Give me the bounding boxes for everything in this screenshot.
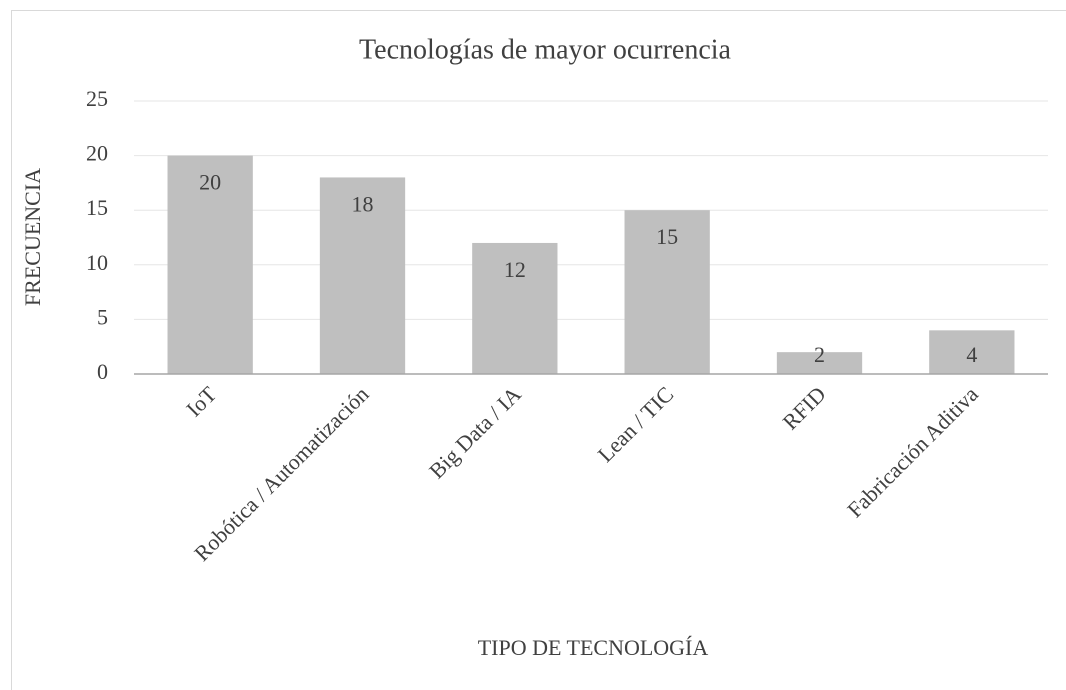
data-label: 18: [352, 191, 374, 216]
data-label: 4: [966, 342, 977, 367]
data-label: 20: [199, 170, 221, 195]
bar: [776, 352, 863, 374]
y-tick-label: 15: [86, 195, 108, 220]
data-label: 2: [814, 342, 825, 367]
bar: [624, 210, 710, 374]
bar: [167, 155, 253, 374]
y-tick-label: 20: [86, 141, 108, 166]
y-axis-title: FRECUENCIA: [20, 168, 45, 306]
y-tick-label: 5: [97, 304, 108, 329]
y-tick-label: 0: [97, 359, 108, 384]
bar: [472, 242, 558, 374]
x-axis-title: TIPO DE TECNOLOGÍA: [478, 635, 709, 660]
chart-title: Tecnologías de mayor ocurrencia: [359, 34, 732, 65]
data-label: 12: [504, 257, 526, 282]
data-label: 15: [656, 224, 678, 249]
bar: [929, 330, 1015, 374]
bar: [319, 177, 406, 374]
y-tick-label: 10: [86, 250, 108, 275]
y-tick-label: 25: [86, 86, 108, 111]
